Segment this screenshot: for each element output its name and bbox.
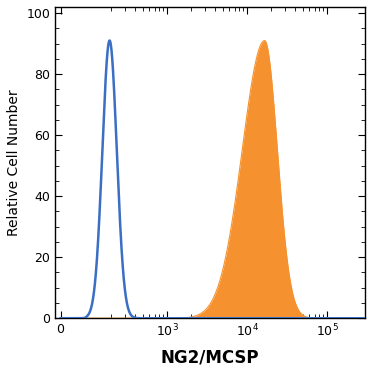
Y-axis label: Relative Cell Number: Relative Cell Number xyxy=(7,89,21,236)
X-axis label: NG2/MCSP: NG2/MCSP xyxy=(161,348,259,366)
